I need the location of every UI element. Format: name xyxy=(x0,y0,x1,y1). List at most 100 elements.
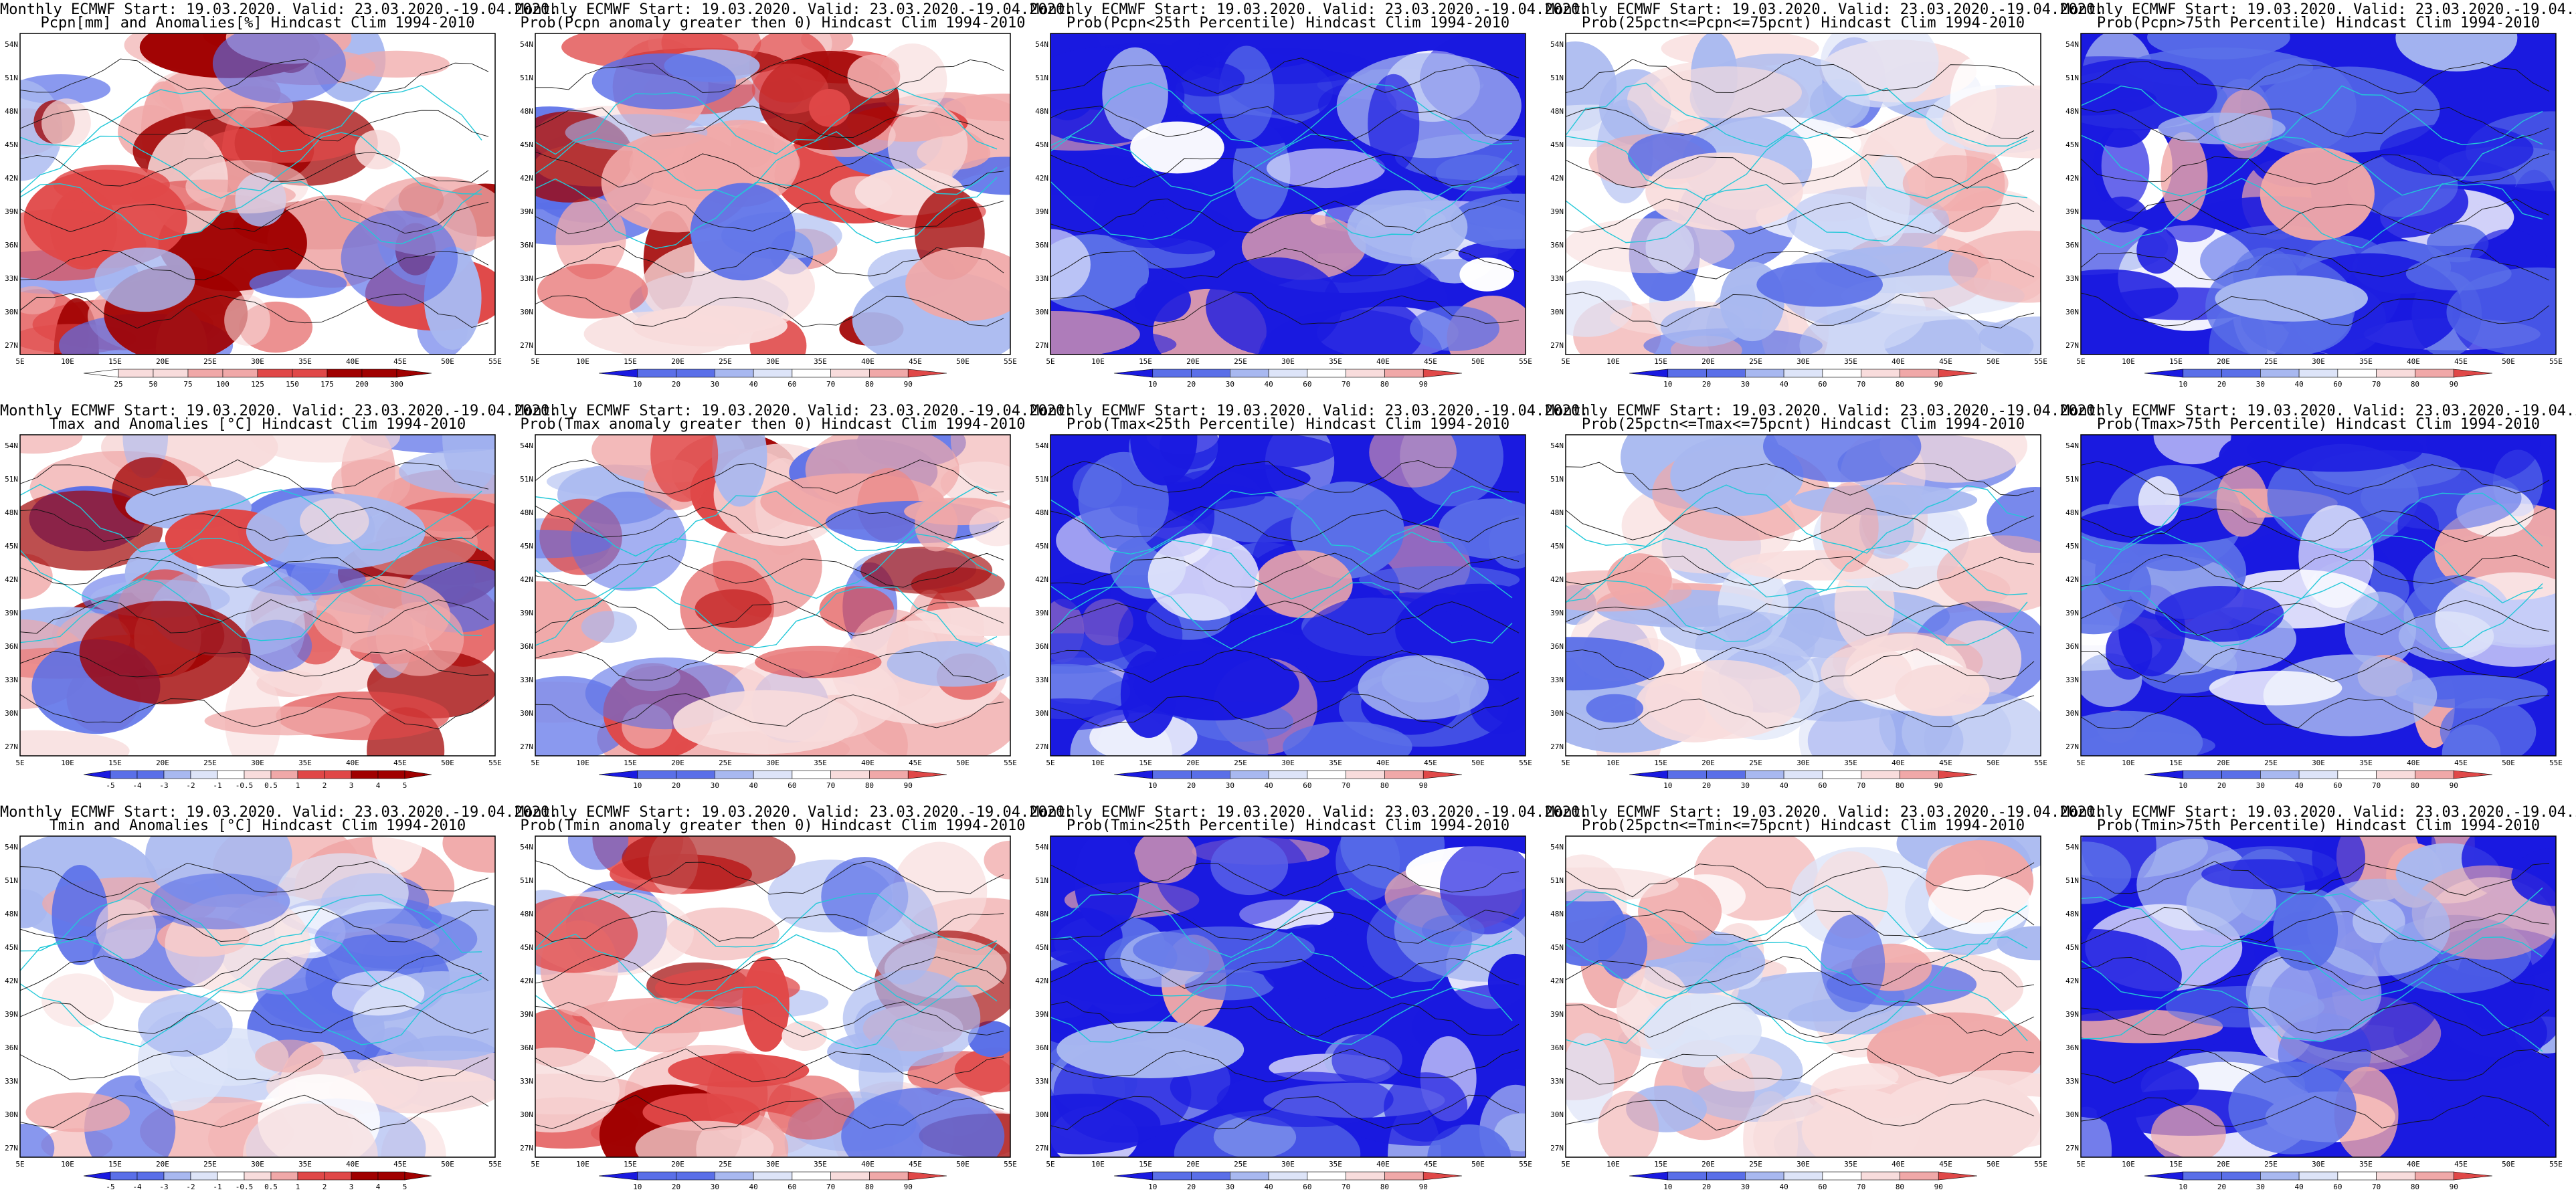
colorbar-segment xyxy=(1861,1171,1900,1181)
contour-line xyxy=(2081,1002,2550,1037)
lat-tick-label: 42N xyxy=(5,174,18,183)
colorbar-tick-label: 60 xyxy=(1303,1183,1311,1191)
panel-title-line2: Prob(Tmin<25th Percentile) Hindcast Clim… xyxy=(1066,817,1510,834)
lon-tick-label: 50E xyxy=(956,1160,970,1169)
shaded-field-region xyxy=(1168,61,1245,97)
shaded-field-region xyxy=(249,269,347,298)
contour-line xyxy=(20,459,489,496)
colorbar-segment xyxy=(792,770,831,779)
shaded-field-region xyxy=(1660,306,1745,347)
colorbar-tick-label: 30 xyxy=(1741,781,1750,790)
colorbar-tick-label: 80 xyxy=(1380,781,1389,790)
contour-line xyxy=(535,860,1004,898)
colorbar-segment xyxy=(676,369,715,378)
colorbar-segment xyxy=(2415,369,2454,378)
lon-tick-label: 40E xyxy=(2407,1160,2420,1169)
lon-tick-label: 35E xyxy=(298,759,312,767)
lat-tick-label: 45N xyxy=(5,140,18,149)
shaded-field-region xyxy=(1645,660,1801,740)
colorbar-tick-label: 40 xyxy=(1264,1183,1273,1191)
shaded-field-region xyxy=(2138,476,2180,526)
lat-tick-label: 36N xyxy=(5,1043,18,1052)
colorbar-segment xyxy=(2376,369,2415,378)
shaded-field-region xyxy=(1566,637,1665,691)
panel-title-line1: Monthly ECMWF Start: 19.03.2020. Valid: … xyxy=(2061,403,2576,419)
shaded-field-region xyxy=(1865,154,1910,246)
lon-tick-label: 35E xyxy=(2359,759,2373,767)
lon-tick-label: 55E xyxy=(1004,759,1017,767)
colorbar-segment xyxy=(244,1171,272,1181)
lat-tick-label: 42N xyxy=(1035,977,1048,985)
coastline xyxy=(535,586,998,649)
lat-tick-label: 30N xyxy=(5,308,18,316)
lon-tick-label: 25E xyxy=(2264,1160,2278,1169)
lon-tick-label: 35E xyxy=(2359,357,2373,366)
lat-tick-label: 42N xyxy=(1550,174,1564,183)
panel-title-line1: Monthly ECMWF Start: 19.03.2020. Valid: … xyxy=(0,804,559,821)
coastline xyxy=(2081,936,2543,1001)
colorbar-tick-label: 0.5 xyxy=(264,1183,278,1191)
lat-tick-label: 54N xyxy=(5,441,18,450)
lat-tick-label: 51N xyxy=(1035,475,1048,484)
lat-tick-label: 51N xyxy=(520,475,533,484)
lat-tick-label: 45N xyxy=(1550,542,1564,550)
lon-tick-label: 10E xyxy=(61,357,74,366)
panel-title-line1: Monthly ECMWF Start: 19.03.2020. Valid: … xyxy=(0,1,559,18)
colorbar-segment xyxy=(1384,1171,1424,1181)
lat-tick-label: 27N xyxy=(5,341,18,350)
colorbar-tick-label: 70 xyxy=(826,781,835,790)
colorbar-segment xyxy=(1861,369,1900,378)
contour-line xyxy=(1566,908,2035,944)
colorbar-segment xyxy=(676,1171,715,1181)
lon-tick-label: 45E xyxy=(909,1160,922,1169)
shaded-field-region xyxy=(581,611,637,643)
colorbar-segment xyxy=(2453,1171,2493,1181)
lat-tick-label: 51N xyxy=(5,876,18,885)
colorbar-segment xyxy=(1900,770,1939,779)
lon-tick-label: 5E xyxy=(531,357,539,366)
lat-tick-label: 36N xyxy=(5,241,18,249)
contour-line xyxy=(535,245,1004,280)
colorbar-segment xyxy=(2183,1171,2222,1181)
colorbar-segment xyxy=(190,1171,218,1181)
contour-line xyxy=(535,954,1004,991)
colorbar-segment xyxy=(83,369,119,378)
lat-tick-label: 54N xyxy=(5,40,18,49)
colorbar-tick-label: 20 xyxy=(1187,781,1196,790)
lon-tick-label: 45E xyxy=(2454,357,2468,366)
map-panel: Monthly ECMWF Start: 19.03.2020. Valid: … xyxy=(1546,0,2104,401)
map-panel: Monthly ECMWF Start: 19.03.2020. Valid: … xyxy=(1030,401,1588,803)
colorbar-tick-label: 70 xyxy=(826,380,835,389)
lat-tick-label: 45N xyxy=(5,542,18,550)
contour-line xyxy=(20,197,489,234)
coastline xyxy=(1566,484,2028,554)
colorbar-tick-label: 2 xyxy=(323,1183,327,1191)
lat-tick-label: 39N xyxy=(1035,609,1048,617)
lon-tick-label: 5E xyxy=(15,1160,24,1169)
contour-line xyxy=(20,955,489,991)
colorbar-segment xyxy=(2183,770,2222,779)
lon-tick-label: 30E xyxy=(1281,357,1295,366)
lon-tick-label: 20E xyxy=(2217,759,2230,767)
colorbar-tick-label: 40 xyxy=(1264,781,1273,790)
shaded-field-region xyxy=(20,730,130,756)
shaded-field-region xyxy=(204,706,371,736)
panel-title-line1: Monthly ECMWF Start: 19.03.2020. Valid: … xyxy=(515,1,1074,18)
lat-tick-label: 42N xyxy=(520,174,533,183)
shaded-field-region xyxy=(442,435,495,492)
colorbar-segment xyxy=(792,1171,831,1181)
shaded-field-region xyxy=(1073,462,1122,508)
contour-line xyxy=(2081,906,2550,944)
contour-line xyxy=(1050,910,1520,944)
shaded-field-region xyxy=(642,1093,760,1131)
shaded-field-region xyxy=(1102,47,1168,140)
shaded-field-region xyxy=(212,33,346,104)
lat-tick-label: 48N xyxy=(2065,910,2079,918)
colorbar-segment xyxy=(83,1171,111,1181)
colorbar-tick-label: 40 xyxy=(1779,781,1788,790)
lon-tick-label: 30E xyxy=(766,357,779,366)
shaded-field-region xyxy=(185,159,308,214)
lon-tick-label: 45E xyxy=(393,357,407,366)
colorbar-segment xyxy=(2453,369,2493,378)
lon-tick-label: 40E xyxy=(1892,1160,1905,1169)
